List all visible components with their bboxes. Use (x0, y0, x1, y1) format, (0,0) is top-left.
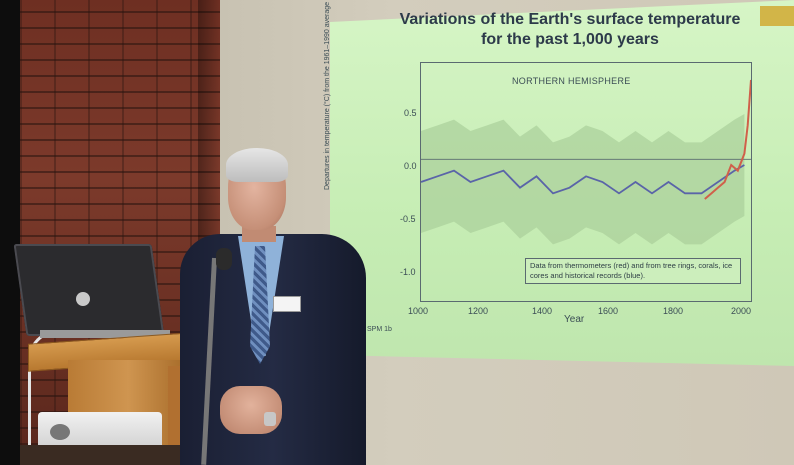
slide-source-tag: SPM 1b (367, 326, 392, 333)
y-tick-label: 0.5 (404, 108, 417, 118)
speaker-hair (226, 148, 288, 182)
speaker-neck (242, 226, 276, 242)
x-tick-label: 1000 (408, 306, 429, 316)
microphone-icon (216, 248, 232, 270)
y-tick-label: -1.0 (400, 267, 416, 277)
y-tick-label: 0.0 (404, 161, 417, 171)
wristwatch-icon (264, 412, 276, 426)
apple-logo-icon (76, 292, 90, 306)
laptop-lid (13, 244, 165, 336)
projector-lens-icon (50, 424, 70, 440)
speaker-hands (220, 386, 282, 434)
name-badge (273, 296, 301, 312)
x-tick-label: 1400 (532, 306, 553, 316)
slide-title-line1: Variations of the Earth's surface temper… (399, 11, 741, 28)
x-tick-label: 1800 (663, 306, 684, 316)
left-black-border (0, 0, 20, 465)
slide-title-line2: for the past 1,000 years (481, 31, 659, 48)
slide-corner-patch (760, 6, 794, 26)
speaker-tie (250, 246, 270, 364)
laptop-base (40, 330, 170, 338)
y-tick-label: -0.5 (400, 214, 416, 224)
temperature-chart-svg (421, 79, 751, 245)
hemisphere-label: NORTHERN HEMISPHERE (512, 76, 631, 86)
chart-legend: Data from thermometers (red) and from tr… (525, 258, 741, 284)
proxy-series-line (421, 164, 745, 195)
temperature-plot (420, 62, 752, 302)
x-tick-label: 2000 (731, 306, 752, 316)
thermometer-series-line (704, 79, 751, 200)
x-tick-label: 1200 (468, 306, 489, 316)
x-axis-label: Year (564, 314, 585, 325)
slide-title: Variations of the Earth's surface temper… (380, 10, 760, 50)
x-tick-label: 1600 (598, 306, 619, 316)
